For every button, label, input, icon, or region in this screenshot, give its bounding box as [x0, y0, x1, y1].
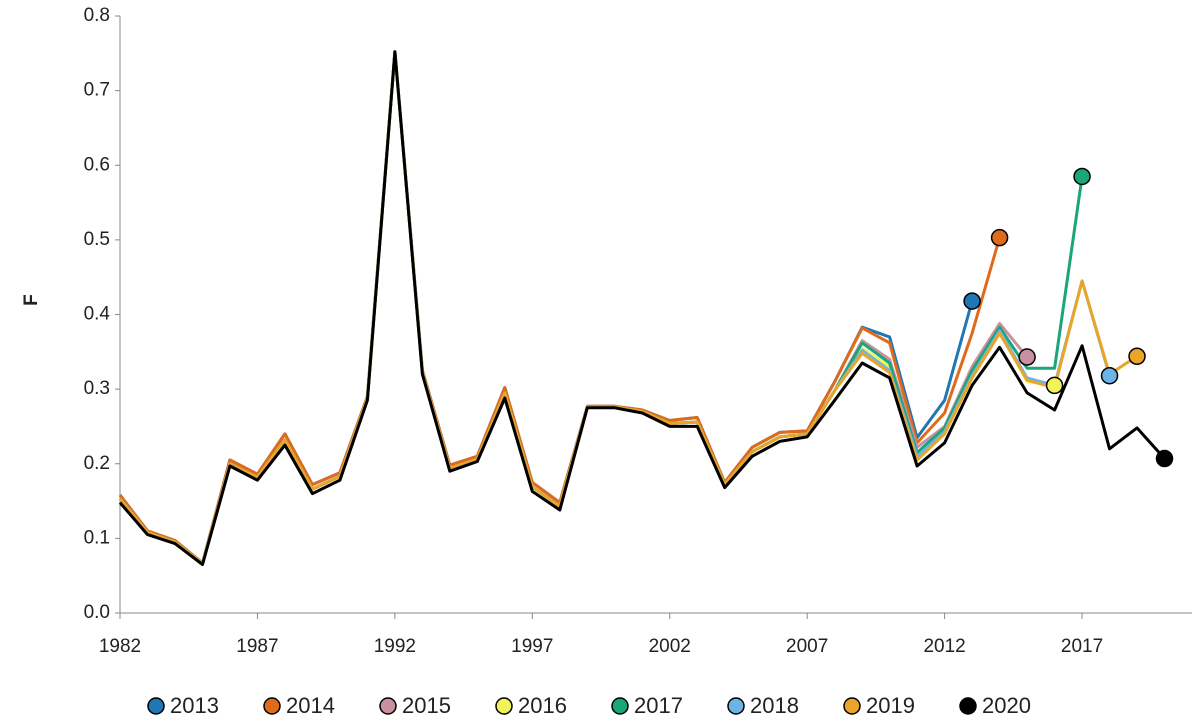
legend-label: 2016: [518, 693, 567, 718]
series-line: [118, 50, 1029, 566]
x-tick-label: 1987: [236, 636, 278, 657]
legend-marker: [263, 697, 281, 715]
x-tick-label: 2007: [786, 636, 828, 657]
x-tick-label: 2002: [649, 636, 691, 657]
legend-marker: [147, 697, 165, 715]
series-line: [118, 50, 1138, 566]
y-tick-label: 0.6: [84, 154, 110, 175]
legend-marker: [379, 697, 397, 715]
x-tick-label: 1982: [99, 636, 141, 657]
legend-marker: [495, 697, 513, 715]
legend-marker: [611, 697, 629, 715]
legend-label: 2018: [750, 693, 799, 718]
end-marker: [1128, 347, 1146, 366]
legend-label: 2019: [866, 693, 915, 718]
y-tick-label: 0.4: [84, 304, 111, 325]
legend-label: 2017: [634, 693, 683, 718]
end-marker: [1045, 376, 1064, 395]
y-tick-label: 0.7: [84, 80, 110, 101]
legend-label: 2020: [982, 693, 1031, 718]
x-tick-label: 2017: [1061, 636, 1103, 657]
legend-marker: [959, 697, 977, 715]
y-tick-label: 0.2: [84, 453, 110, 474]
series-line: [118, 50, 1111, 566]
legend-marker: [727, 697, 745, 715]
series-line: [118, 50, 1084, 566]
x-tick-label: 1992: [374, 636, 416, 657]
y-tick-label: 0.8: [84, 5, 110, 26]
legend-marker: [843, 697, 861, 715]
y-tick-label: 0.5: [84, 229, 110, 250]
end-marker: [963, 292, 981, 310]
end-marker: [1073, 167, 1091, 186]
series-line: [118, 50, 1002, 565]
y-axis-label: F: [21, 294, 42, 306]
end-marker: [990, 228, 1009, 247]
y-tick-label: 0.0: [84, 602, 110, 623]
series-line: [118, 50, 1166, 566]
legend-label: 2013: [170, 693, 219, 718]
y-tick-label: 0.1: [84, 527, 110, 548]
legend-label: 2015: [402, 693, 451, 718]
series-line: [118, 50, 1055, 566]
end-marker: [1018, 348, 1036, 366]
y-tick-label: 0.3: [84, 378, 110, 399]
legend-label: 2014: [286, 693, 335, 718]
x-tick-label: 1997: [511, 636, 553, 657]
series-line: [118, 50, 974, 565]
end-marker: [1155, 449, 1174, 468]
x-tick-label: 2012: [923, 636, 965, 657]
end-marker: [1100, 366, 1119, 385]
